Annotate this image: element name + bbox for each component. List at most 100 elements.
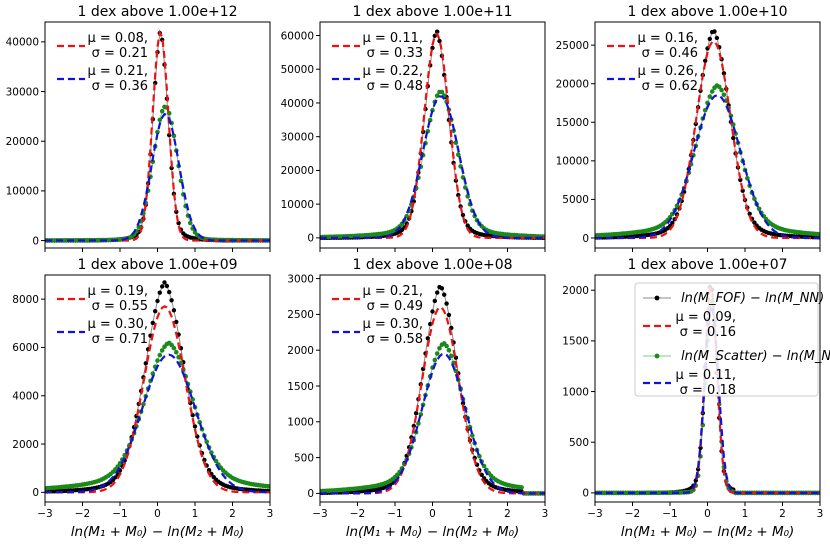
panel-5: 1 dex above 1.00e+08 0 500 1000 1500 2000 2500… [287, 257, 548, 540]
x-tick-label: −3 [312, 508, 327, 520]
legend-sigma: σ = 0.21 [92, 46, 148, 61]
fit-scatter-line [45, 112, 270, 242]
fof-point [430, 309, 435, 314]
scatter-point [432, 357, 438, 363]
scatter-point [745, 175, 750, 181]
y-tick-label: 60000 [281, 30, 314, 42]
x-tick-label: −1 [112, 508, 127, 520]
panel-title: 1 dex above 1.00e+11 [352, 4, 512, 20]
x-tick-label: 1 [742, 508, 749, 520]
legend: μ = 0.08,σ = 0.21 μ = 0.21,σ = 0.36 [57, 31, 148, 94]
plot-area [595, 29, 820, 240]
legend-scatter-label: ln(M_Scatter) − ln(M_NN) [681, 349, 830, 364]
y-tick-label: 1500 [287, 381, 314, 393]
legend-fof-label: ln(M_FOF) − ln(M_NN) [681, 291, 824, 306]
fof-point [153, 309, 158, 314]
plot-area [320, 29, 545, 240]
scatter-point [709, 89, 715, 94]
scatter-point [453, 140, 459, 145]
legend-mu: μ = 0.21, [362, 284, 423, 299]
legend-scatter-marker [654, 353, 660, 359]
y-tick-label: 6000 [12, 342, 39, 354]
x-tick-label: 0 [429, 508, 436, 520]
y-tick-label: 2000 [12, 439, 39, 451]
fof-point [160, 284, 165, 289]
y-tick-label: 0 [582, 488, 589, 500]
scatter-point [707, 94, 713, 99]
legend-mu: μ = 0.26, [637, 64, 698, 79]
scatter-point [716, 84, 722, 90]
scatter-point [150, 371, 156, 376]
legend-sigma: σ = 0.18 [680, 383, 736, 398]
scatter-point [444, 343, 449, 349]
y-tick-label: 4000 [12, 391, 39, 403]
fof-point [157, 290, 162, 295]
y-tick-label: 1500 [562, 336, 589, 348]
x-tick-label: 0 [704, 508, 711, 520]
axes-frame [44, 21, 271, 249]
y-tick-label: 5000 [562, 194, 589, 206]
x-tick-label: 3 [267, 508, 274, 520]
fit-scatter-line [320, 95, 545, 239]
y-tick-label: 1000 [287, 417, 314, 429]
legend-sigma: σ = 0.71 [92, 332, 148, 347]
series-fof-line [595, 30, 820, 239]
panel-4: 1 dex above 1.00e+09 0 2000 4000 6000 8000 −3 −… [12, 257, 273, 540]
fit-fof-line [320, 306, 545, 495]
fof-point [174, 319, 179, 325]
fof-point [192, 424, 198, 429]
fof-point [712, 29, 717, 34]
panel-3: 1 dex above 1.00e+10 0 5000 10000 15000 20000… [556, 4, 821, 252]
fof-point [747, 211, 752, 216]
fof-point [425, 336, 430, 341]
y-tick-label: 1000 [562, 386, 589, 398]
plot-area [45, 280, 270, 494]
y-tick-label: 15000 [556, 117, 589, 129]
axes-frame [319, 274, 546, 503]
scatter-point [157, 117, 163, 123]
axes-frame [319, 21, 546, 249]
x-tick-label: 2 [229, 508, 236, 520]
legend-mu: μ = 0.09, [675, 310, 736, 325]
axes-frame [594, 274, 821, 503]
scatter-point [174, 349, 179, 355]
fof-point [113, 475, 118, 480]
scatter-point [434, 93, 440, 98]
legend-mu: μ = 0.11, [675, 368, 736, 383]
y-tick-label: 500 [294, 452, 314, 464]
scatter-point [122, 453, 127, 458]
fof-point [446, 312, 452, 318]
fof-point [479, 472, 484, 477]
scatter-point [209, 450, 214, 455]
legend-sigma: σ = 0.55 [92, 299, 148, 314]
panel-2: 1 dex above 1.00e+11 0 10000 20000 30000 4000… [281, 4, 546, 252]
panel-title: 1 dex above 1.00e+07 [627, 257, 787, 273]
legend: ln(M_FOF) − ln(M_NN) μ = 0.09,σ = 0.16 ln(… [634, 282, 830, 398]
legend-sigma: σ = 0.33 [367, 46, 423, 61]
y-tick-label: 30000 [6, 86, 39, 98]
panel-6: 1 dex above 1.00e+07 0 500 1000 1500 2000 −3 −2… [562, 257, 830, 540]
legend-sigma: σ = 0.36 [92, 79, 148, 94]
fof-point [439, 286, 445, 291]
fof-point [442, 292, 447, 297]
y-tick-label: 20000 [556, 79, 589, 91]
y-tick-label: 0 [582, 233, 589, 245]
fof-point [428, 321, 433, 327]
fof-point [460, 212, 466, 218]
scatter-point [817, 232, 820, 237]
x-tick-label: −2 [350, 508, 365, 520]
panel-title: 1 dex above 1.00e+09 [77, 257, 237, 273]
y-tick-label: 0 [32, 487, 39, 499]
scatter-point [267, 484, 270, 489]
scatter-point [449, 353, 454, 359]
fof-point [465, 223, 470, 228]
scatter-point [434, 351, 440, 356]
fit-scatter-line [595, 302, 820, 494]
fof-point [707, 36, 712, 42]
scatter-point [159, 108, 165, 114]
fof-point [150, 320, 155, 326]
scatter-point [159, 348, 165, 353]
legend: μ = 0.21,σ = 0.49 μ = 0.30,σ = 0.58 [332, 284, 423, 347]
fit-scatter-line [45, 353, 270, 494]
scatter-point [439, 89, 445, 95]
